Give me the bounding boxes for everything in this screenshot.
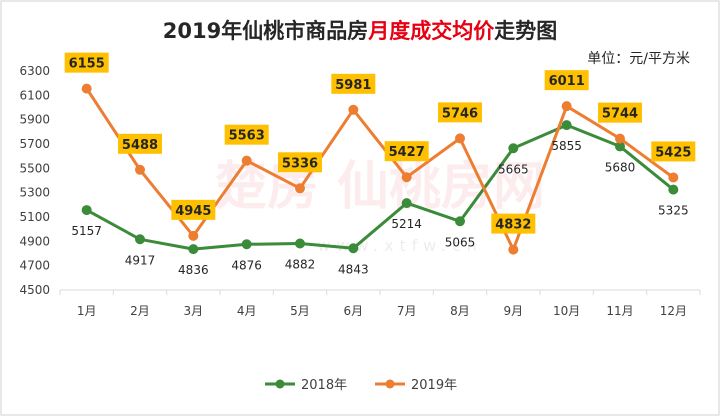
chart-title: 2019年仙桃市商品房月度成交均价走势图 (163, 19, 557, 43)
y-tick-label: 6300 (19, 64, 50, 78)
data-label-2018: 5065 (445, 235, 476, 249)
y-tick-label: 4900 (19, 234, 50, 248)
data-label-2018: 5157 (71, 224, 102, 238)
data-label-2018: 4917 (125, 253, 156, 267)
data-label-2019: 5488 (122, 138, 158, 153)
data-label-2019: 5427 (389, 145, 425, 160)
data-label-2019: 5336 (282, 156, 318, 171)
data-label-2018: 4882 (285, 258, 316, 272)
title-part-2: 月度成交均价 (367, 19, 495, 43)
data-point-1 (402, 199, 411, 208)
data-point-1 (509, 144, 518, 153)
data-label-2018: 5325 (658, 204, 689, 218)
x-tick-label: 5月 (290, 304, 310, 318)
data-label-2019: 6011 (549, 74, 585, 89)
data-label-2018: 4876 (231, 258, 262, 272)
data-point-1 (562, 121, 571, 130)
data-point-1 (296, 239, 305, 248)
data-label-2019: 5563 (229, 129, 265, 144)
data-label-2018: 5855 (551, 139, 582, 153)
data-point-2 (616, 134, 625, 143)
legend-label: 2019年 (411, 378, 457, 393)
watermark-text: 楚房 仙桃房网 (215, 157, 545, 217)
data-point-1 (349, 244, 358, 253)
data-point-2 (509, 245, 518, 254)
data-point-2 (456, 134, 465, 143)
x-tick-label: 12月 (660, 304, 687, 318)
data-point-1 (669, 185, 678, 194)
data-point-2 (242, 156, 251, 165)
legend-marker (386, 380, 395, 389)
x-tick-label: 7月 (397, 304, 417, 318)
data-point-2 (82, 84, 91, 93)
data-label-2018: 4843 (338, 262, 369, 276)
y-tick-label: 5900 (19, 113, 50, 127)
legend-marker (276, 380, 285, 389)
line-chart: 楚房 仙桃房网www.xtfw.cn2019年仙桃市商品房月度成交均价走势图单位… (0, 0, 720, 416)
y-tick-label: 4500 (19, 283, 50, 297)
x-tick-label: 9月 (504, 304, 524, 318)
x-tick-label: 4月 (237, 304, 257, 318)
x-tick-label: 2月 (130, 304, 150, 318)
title-part-1: 2019年仙桃市商品房 (163, 19, 368, 43)
title-part-3: 走势图 (494, 19, 557, 43)
data-label-2019: 5981 (335, 78, 371, 93)
y-tick-label: 5100 (19, 210, 50, 224)
data-point-2 (296, 184, 305, 193)
data-point-1 (456, 217, 465, 226)
data-label-2018: 4836 (178, 263, 209, 277)
x-tick-label: 10月 (553, 304, 580, 318)
x-tick-label: 3月 (184, 304, 204, 318)
data-point-2 (669, 173, 678, 182)
x-tick-label: 6月 (344, 304, 364, 318)
data-point-2 (349, 105, 358, 114)
y-tick-label: 5500 (19, 161, 50, 175)
data-point-2 (136, 165, 145, 174)
x-tick-label: 8月 (450, 304, 470, 318)
data-point-1 (242, 240, 251, 249)
data-label-2018: 5680 (605, 160, 636, 174)
data-label-2019: 5425 (655, 145, 691, 160)
y-tick-label: 5300 (19, 186, 50, 200)
y-tick-label: 4700 (19, 259, 50, 273)
data-label-2019: 5746 (442, 106, 478, 121)
data-label-2019: 6155 (69, 57, 105, 72)
x-tick-label: 1月 (77, 304, 97, 318)
legend-label: 2018年 (301, 378, 347, 393)
y-tick-label: 5700 (19, 137, 50, 151)
x-tick-label: 11月 (606, 304, 633, 318)
data-label-2019: 4945 (175, 204, 211, 219)
unit-label: 单位：元/平方米 (587, 51, 690, 67)
data-point-2 (402, 173, 411, 182)
data-label-2019: 4832 (495, 218, 531, 233)
y-tick-label: 6100 (19, 88, 50, 102)
data-point-1 (82, 206, 91, 215)
data-point-1 (136, 235, 145, 244)
data-point-2 (189, 231, 198, 240)
data-label-2019: 5744 (602, 107, 638, 122)
data-point-1 (189, 245, 198, 254)
data-point-2 (562, 102, 571, 111)
data-label-2018: 5665 (498, 162, 529, 176)
chart-container: 楚房 仙桃房网 www.xtfw.cn 2019年仙桃市商品房月度成交均价走势图 单位… (0, 0, 720, 416)
data-label-2018: 5214 (391, 217, 422, 231)
